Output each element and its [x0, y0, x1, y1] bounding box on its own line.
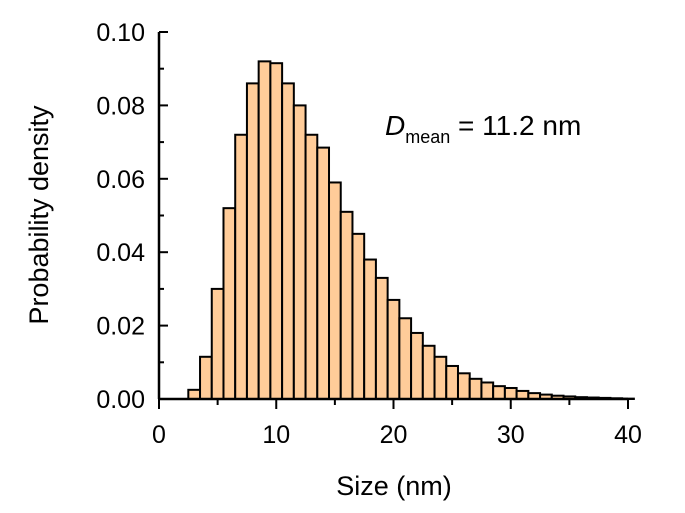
histogram-bar	[222, 207, 237, 400]
histogram-bar	[386, 298, 401, 400]
x-tick-label: 20	[380, 421, 408, 449]
histogram-bar	[480, 381, 495, 400]
histogram-bar	[269, 62, 284, 400]
annotation-subscript: mean	[405, 127, 450, 147]
histogram-bar	[210, 287, 225, 400]
y-tick-label: 0.08	[96, 92, 145, 120]
histogram-bar	[445, 364, 459, 400]
histogram-bar	[456, 372, 471, 400]
y-tick-label: 0.04	[96, 239, 145, 267]
x-tick-label: 0	[152, 421, 166, 449]
histogram-bar	[199, 355, 213, 401]
histogram-bar	[363, 258, 377, 401]
histogram-bar	[187, 388, 202, 401]
histogram-bar	[281, 82, 295, 400]
annotation-symbol: D	[385, 110, 405, 141]
histogram-bar	[304, 133, 319, 400]
histogram-bar	[257, 60, 272, 401]
histogram-bar	[503, 386, 518, 400]
y-tick-label: 0.00	[96, 386, 145, 414]
histogram-bar	[245, 82, 260, 400]
x-axis-title: Size (nm)	[336, 471, 452, 501]
histogram-bar	[292, 104, 307, 401]
y-tick-label: 0.06	[96, 166, 145, 194]
histogram-bar	[410, 331, 424, 400]
histogram-bar	[328, 181, 342, 400]
tick-marks	[158, 31, 629, 409]
histogram-bar	[468, 377, 483, 401]
mean-size-annotation: Dmean = 11.2 nm	[385, 110, 581, 147]
histogram-bar	[234, 133, 248, 400]
histogram-bar	[351, 232, 366, 400]
histogram-bar	[339, 210, 354, 400]
y-axis-title: Probability density	[24, 105, 54, 325]
histogram-bars	[187, 60, 635, 401]
y-tick-label: 0.02	[96, 313, 145, 341]
histogram-bar	[421, 344, 436, 401]
histogram-bar	[398, 317, 413, 401]
histogram-bar	[374, 276, 389, 401]
histogram-bar	[433, 355, 448, 401]
histogram-bar	[316, 146, 331, 400]
x-tick-label: 40	[614, 421, 642, 449]
y-tick-label: 0.10	[96, 19, 145, 47]
tick-labels: 0 10 20 30 40 0.00 0.02 0.04 0.06 0.08 0.10	[96, 19, 642, 449]
annotation-value: = 11.2 nm	[450, 110, 581, 141]
x-tick-label: 10	[262, 421, 290, 449]
histogram-bar	[492, 385, 506, 400]
x-tick-label: 30	[497, 421, 525, 449]
